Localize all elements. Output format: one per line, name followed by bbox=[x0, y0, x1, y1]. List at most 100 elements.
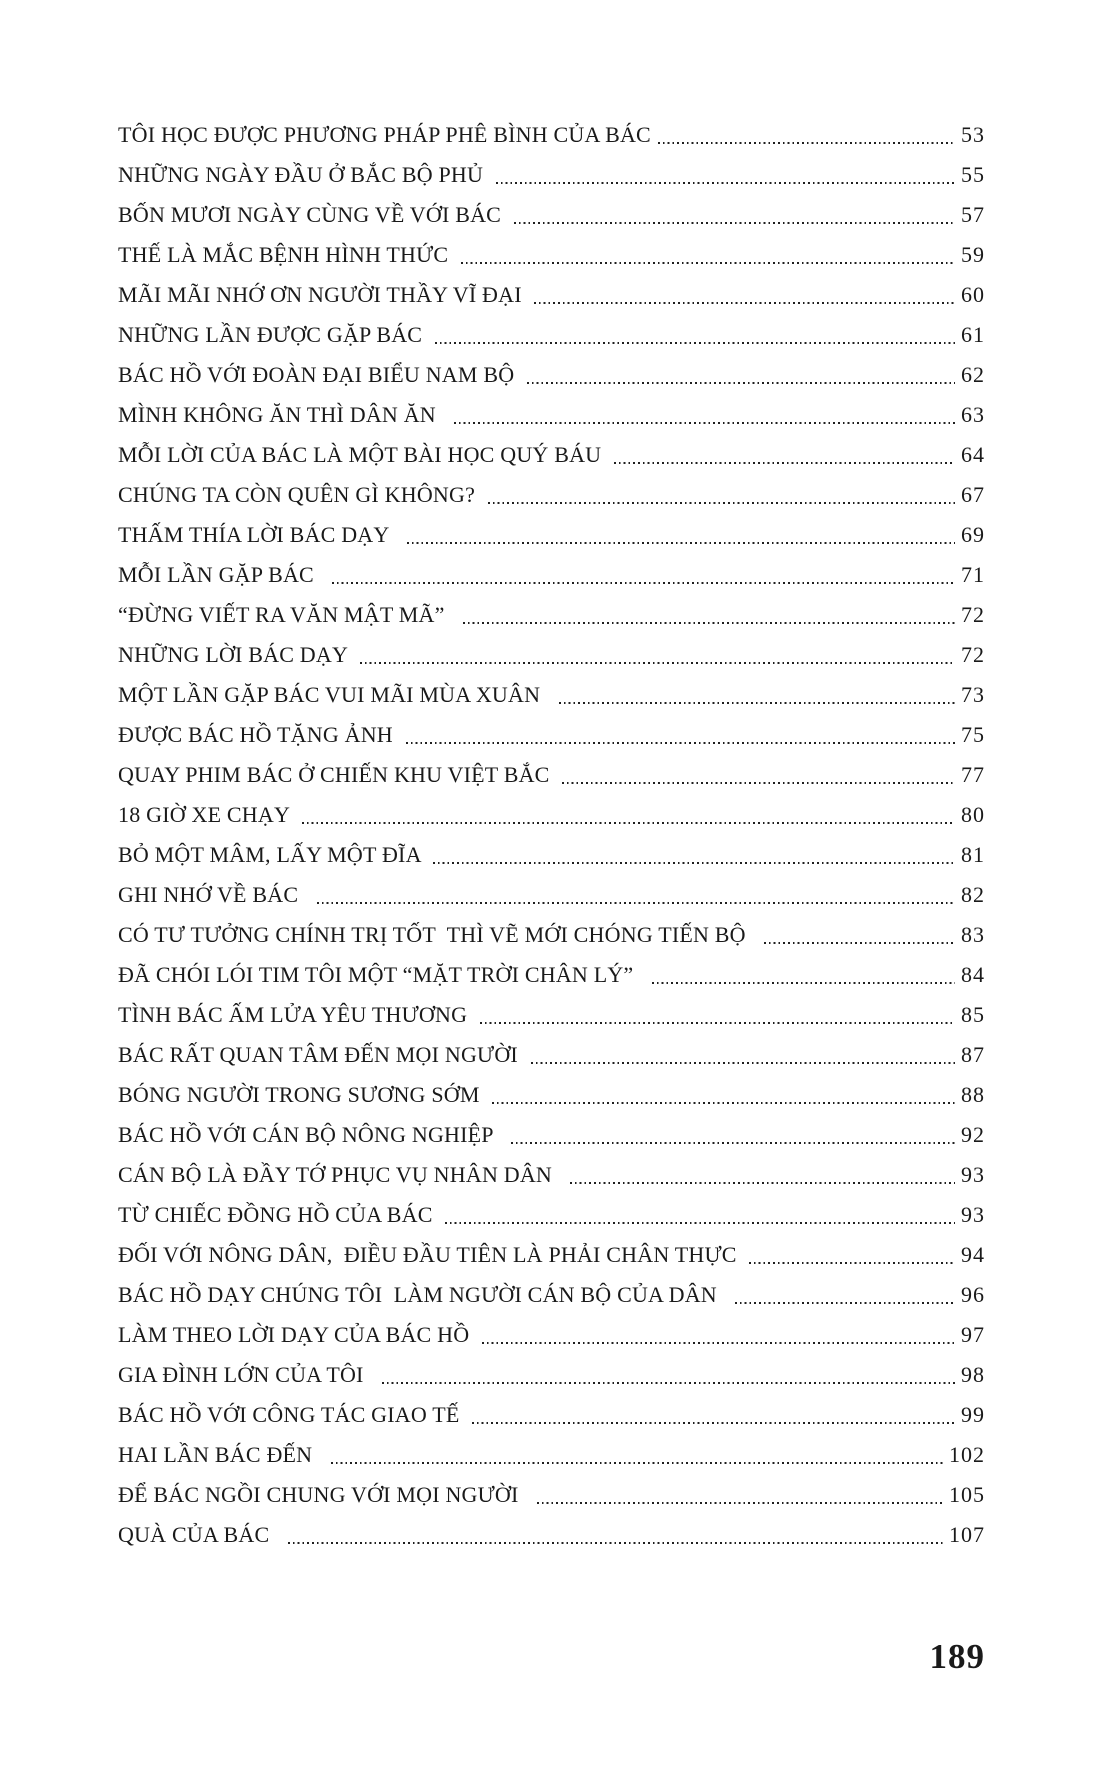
toc-entry: BÁC HỒ DẠY CHÚNG TÔI LÀM NGƯỜI CÁN BỘ CỦ… bbox=[118, 1275, 985, 1315]
dot-leader bbox=[454, 395, 958, 435]
toc-entry-page: 71 bbox=[961, 562, 985, 587]
toc-entry: 18 GIỜ XE CHẠY 80 bbox=[118, 795, 985, 835]
toc-entry: BÁC RẤT QUAN TÂM ĐẾN MỌI NGƯỜI 87 bbox=[118, 1035, 985, 1075]
toc-entry-page: 82 bbox=[961, 882, 985, 907]
toc-entry: MÌNH KHÔNG ĂN THÌ DÂN ĂN 63 bbox=[118, 395, 985, 435]
toc-entry-title: GIA ĐÌNH LỚN CỦA TÔI bbox=[118, 1362, 375, 1387]
toc-entry-page: 53 bbox=[961, 122, 985, 147]
toc-entry-page: 73 bbox=[961, 682, 985, 707]
dot-leader bbox=[359, 635, 958, 675]
dot-leader bbox=[332, 555, 958, 595]
toc-entry: CHÚNG TA CÒN QUÊN GÌ KHÔNG? 67 bbox=[118, 475, 985, 515]
toc-entry-title: LÀM THEO LỜI DẠY CỦA BÁC HỒ bbox=[118, 1322, 475, 1347]
toc-entry-title: NHỮNG LỜI BÁC DẠY bbox=[118, 642, 353, 667]
toc-entry-page: 99 bbox=[961, 1402, 985, 1427]
dot-leader bbox=[407, 515, 958, 555]
toc-entry-page: 94 bbox=[961, 1242, 985, 1267]
toc-entry: MỖI LẦN GẶP BÁC 71 bbox=[118, 555, 985, 595]
toc-entry-title: THẤM THÍA LỜI BÁC DẠY bbox=[118, 522, 401, 547]
toc-entry-title: BỐN MƯƠI NGÀY CÙNG VỀ VỚI BÁC bbox=[118, 202, 507, 227]
toc-entry: NHỮNG NGÀY ĐẦU Ở BẮC BỘ PHỦ 55 bbox=[118, 155, 985, 195]
toc-entry: BỎ MỘT MÂM, LẤY MỘT ĐĨA 81 bbox=[118, 835, 985, 875]
toc-entry: MỖI LỜI CỦA BÁC LÀ MỘT BÀI HỌC QUÝ BÁU 6… bbox=[118, 435, 985, 475]
dot-leader bbox=[613, 435, 958, 475]
dot-leader bbox=[301, 795, 958, 835]
toc-entry: ĐƯỢC BÁC HỒ TẶNG ẢNH 75 bbox=[118, 715, 985, 755]
toc-entry-page: 64 bbox=[961, 442, 985, 467]
toc-entry-title: TỪ CHIẾC ĐỒNG HỒ CỦA BÁC bbox=[118, 1202, 439, 1227]
toc-entry: BỐN MƯƠI NGÀY CÙNG VỀ VỚI BÁC 57 bbox=[118, 195, 985, 235]
dot-leader bbox=[651, 955, 958, 995]
toc-entry: THẾ LÀ MẮC BỆNH HÌNH THỨC 59 bbox=[118, 235, 985, 275]
toc-entry-page: 62 bbox=[961, 362, 985, 387]
dot-leader bbox=[445, 1195, 958, 1235]
dot-leader bbox=[764, 915, 958, 955]
toc-entry-title: MÌNH KHÔNG ĂN THÌ DÂN ĂN bbox=[118, 402, 448, 427]
toc-entry-title: BÁC HỒ VỚI CÁN BỘ NÔNG NGHIỆP bbox=[118, 1122, 505, 1147]
toc-entry: QUAY PHIM BÁC Ở CHIẾN KHU VIỆT BẮC 77 bbox=[118, 755, 985, 795]
toc-entry-page: 83 bbox=[961, 922, 985, 947]
toc-entry-page: 59 bbox=[961, 242, 985, 267]
toc-entry-title: 18 GIỜ XE CHẠY bbox=[118, 802, 295, 827]
toc-entry-title: BÁC RẤT QUAN TÂM ĐẾN MỌI NGƯỜI bbox=[118, 1042, 524, 1067]
toc-entry-title: GHI NHỚ VỀ BÁC bbox=[118, 882, 310, 907]
dot-leader bbox=[487, 475, 958, 515]
toc-entry-page: 72 bbox=[961, 642, 985, 667]
toc-entry: ĐỂ BÁC NGỒI CHUNG VỚI MỌI NGƯỜI 105 bbox=[118, 1475, 985, 1515]
toc-entry: BÓNG NGƯỜI TRONG SƯƠNG SỚM 88 bbox=[118, 1075, 985, 1115]
toc-entry: HAI LẦN BÁC ĐẾN 102 bbox=[118, 1435, 985, 1475]
toc-entry-page: 92 bbox=[961, 1122, 985, 1147]
dot-leader bbox=[482, 1315, 958, 1355]
dot-leader bbox=[287, 1515, 946, 1555]
toc-entry: MỘT LẦN GẶP BÁC VUI MÃI MÙA XUÂN 73 bbox=[118, 675, 985, 715]
toc-entry: GHI NHỚ VỀ BÁC 82 bbox=[118, 875, 985, 915]
page-number: 189 bbox=[929, 1637, 985, 1676]
dot-leader bbox=[433, 835, 958, 875]
dot-leader bbox=[657, 115, 958, 155]
dot-leader bbox=[495, 155, 958, 195]
dot-leader bbox=[749, 1235, 958, 1275]
toc-entry-page: 97 bbox=[961, 1322, 985, 1347]
toc-entry-page: 105 bbox=[949, 1482, 985, 1507]
toc-entry-title: BÁC HỒ DẠY CHÚNG TÔI LÀM NGƯỜI CÁN BỘ CỦ… bbox=[118, 1282, 729, 1307]
dot-leader bbox=[330, 1435, 946, 1475]
toc-entry-title: TÌNH BÁC ẤM LỬA YÊU THƯƠNG bbox=[118, 1002, 473, 1027]
dot-leader bbox=[434, 315, 958, 355]
toc-entry-title: ĐÃ CHÓI LÓI TIM TÔI MỘT “MẶT TRỜI CHÂN L… bbox=[118, 962, 645, 987]
toc-entry-title: ĐỐI VỚI NÔNG DÂN, ĐIỀU ĐẦU TIÊN LÀ PHẢI … bbox=[118, 1242, 743, 1267]
toc-entry-title: QUÀ CỦA BÁC bbox=[118, 1522, 281, 1547]
toc-entry-title: HAI LẦN BÁC ĐẾN bbox=[118, 1442, 324, 1467]
toc-entry-page: 88 bbox=[961, 1082, 985, 1107]
toc-entry: ĐỐI VỚI NÔNG DÂN, ĐIỀU ĐẦU TIÊN LÀ PHẢI … bbox=[118, 1235, 985, 1275]
toc-entry: NHỮNG LẦN ĐƯỢC GẶP BÁC 61 bbox=[118, 315, 985, 355]
dot-leader bbox=[405, 715, 958, 755]
toc-entry: TÔI HỌC ĐƯỢC PHƯƠNG PHÁP PHÊ BÌNH CỦA BÁ… bbox=[118, 115, 985, 155]
dot-leader bbox=[460, 235, 958, 275]
toc-entry-title: CHÚNG TA CÒN QUÊN GÌ KHÔNG? bbox=[118, 482, 481, 507]
toc-entry: GIA ĐÌNH LỚN CỦA TÔI 98 bbox=[118, 1355, 985, 1395]
toc-entry-page: 63 bbox=[961, 402, 985, 427]
dot-leader bbox=[479, 995, 958, 1035]
toc-entry-title: ĐỂ BÁC NGỒI CHUNG VỚI MỌI NGƯỜI bbox=[118, 1482, 530, 1507]
toc-entry-title: THẾ LÀ MẮC BỆNH HÌNH THỨC bbox=[118, 242, 454, 267]
toc-list: TÔI HỌC ĐƯỢC PHƯƠNG PHÁP PHÊ BÌNH CỦA BÁ… bbox=[118, 115, 985, 1555]
dot-leader bbox=[316, 875, 958, 915]
toc-entry-title: BỎ MỘT MÂM, LẤY MỘT ĐĨA bbox=[118, 842, 427, 867]
dot-leader bbox=[558, 675, 958, 715]
dot-leader bbox=[381, 1355, 958, 1395]
toc-entry-title: TÔI HỌC ĐƯỢC PHƯƠNG PHÁP PHÊ BÌNH CỦA BÁ… bbox=[118, 122, 651, 147]
dot-leader bbox=[530, 1035, 958, 1075]
toc-entry-page: 93 bbox=[961, 1202, 985, 1227]
toc-entry-page: 96 bbox=[961, 1282, 985, 1307]
toc-entry: CÓ TƯ TƯỞNG CHÍNH TRỊ TỐT THÌ VẼ MỚI CHÓ… bbox=[118, 915, 985, 955]
toc-entry-page: 87 bbox=[961, 1042, 985, 1067]
toc-entry: BÁC HỒ VỚI CÁN BỘ NÔNG NGHIỆP 92 bbox=[118, 1115, 985, 1155]
dot-leader bbox=[536, 1475, 946, 1515]
toc-entry-page: 69 bbox=[961, 522, 985, 547]
dot-leader bbox=[492, 1075, 958, 1115]
toc-entry-page: 60 bbox=[961, 282, 985, 307]
toc-entry-page: 84 bbox=[961, 962, 985, 987]
toc-entry: “ĐỪNG VIẾT RA VĂN MẬT MÃ” 72 bbox=[118, 595, 985, 635]
toc-entry: MÃI MÃI NHỚ ƠN NGƯỜI THẦY VĨ ĐẠI 60 bbox=[118, 275, 985, 315]
toc-entry-title: ĐƯỢC BÁC HỒ TẶNG ẢNH bbox=[118, 722, 399, 747]
